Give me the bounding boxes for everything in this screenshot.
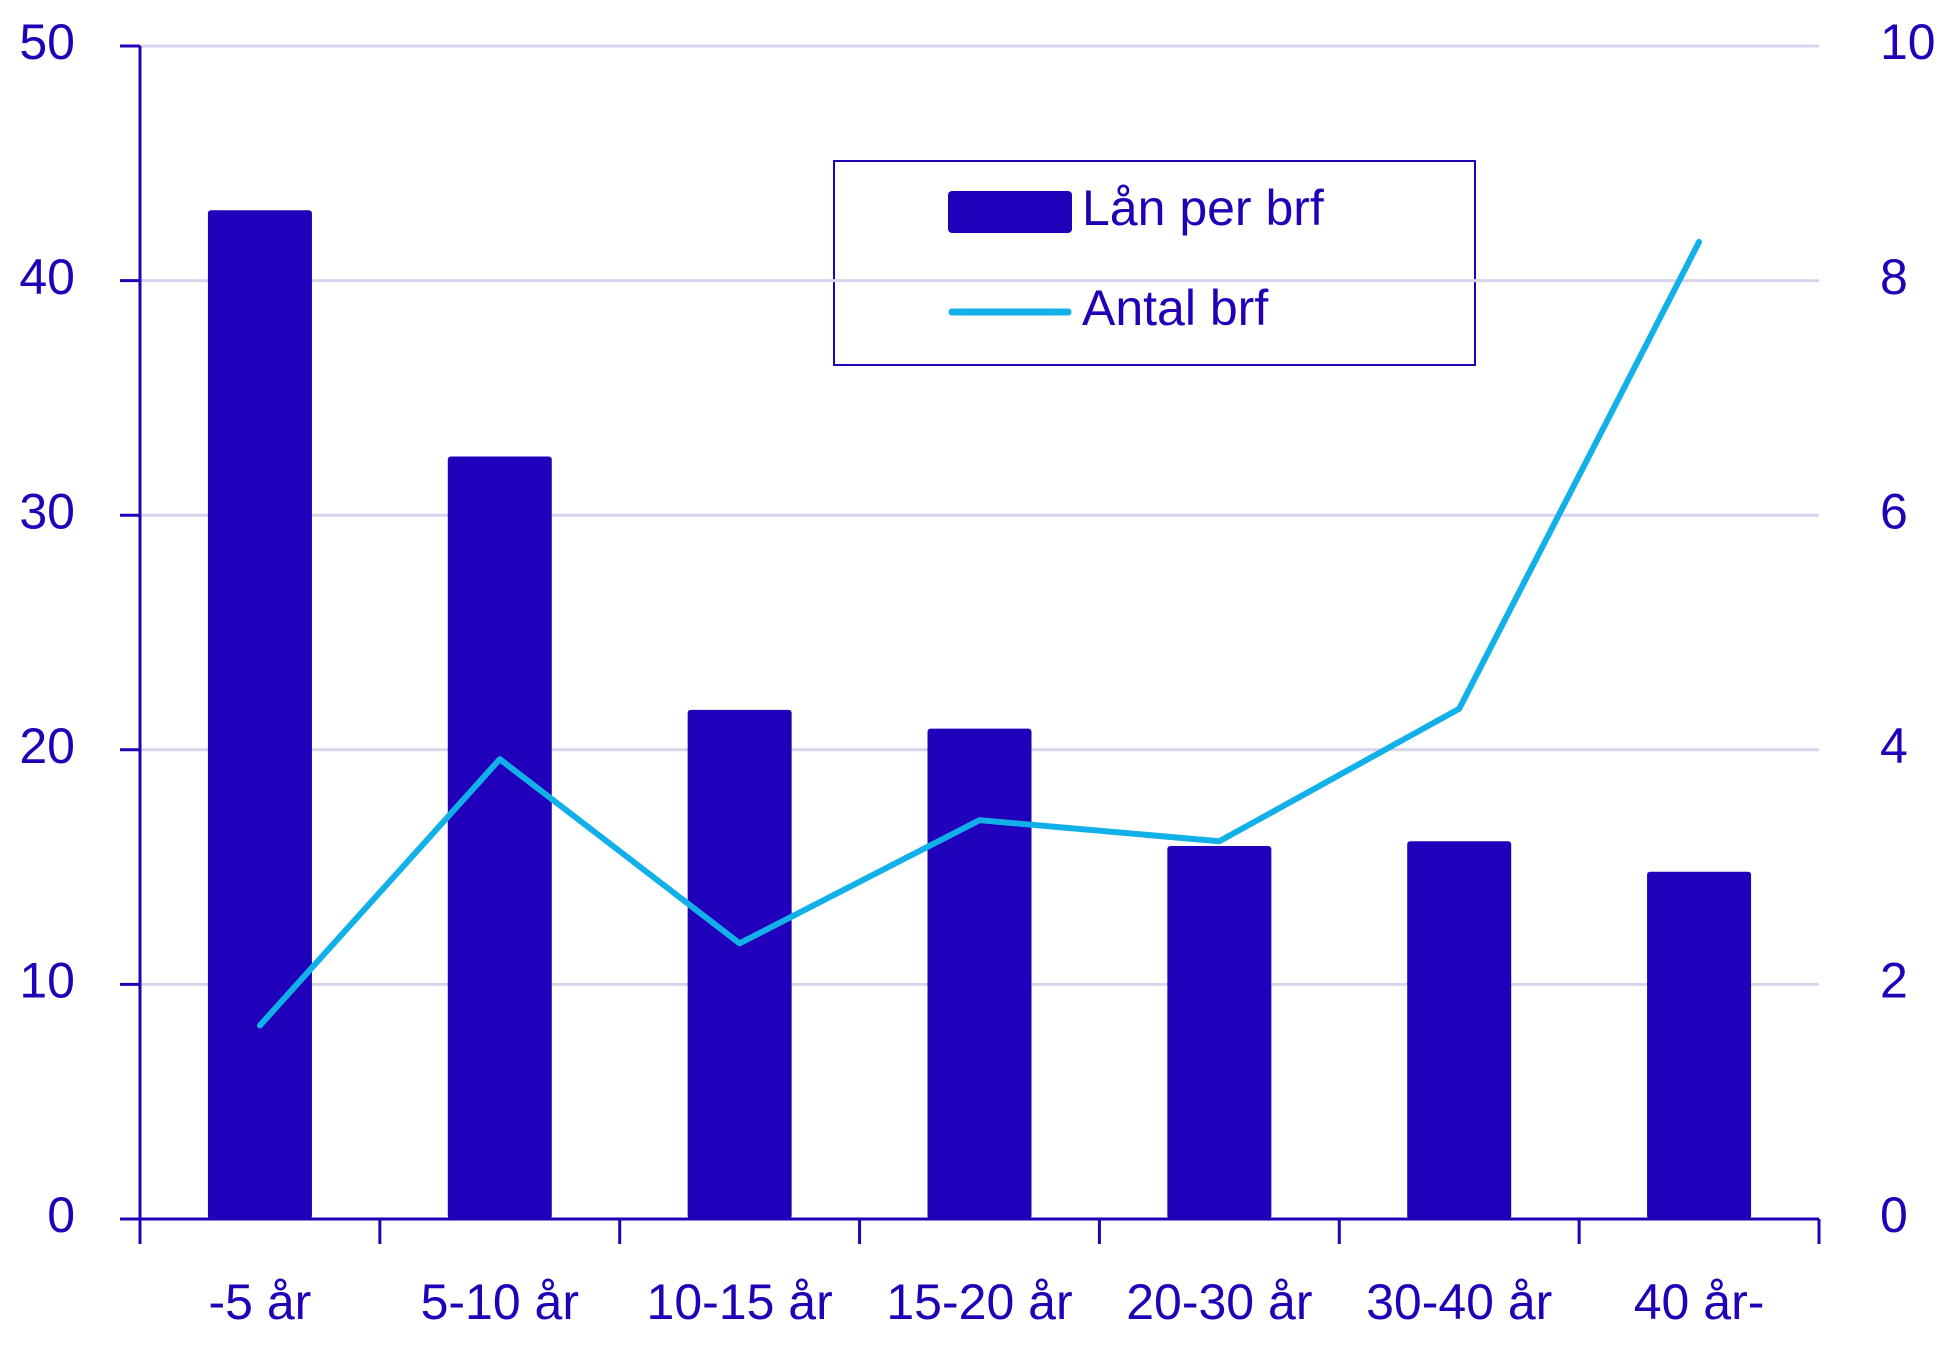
legend-label: Lån per brf <box>1082 180 1324 236</box>
y-tick-label: 20 <box>19 718 75 774</box>
y-tick-label: 0 <box>47 1187 75 1243</box>
line <box>256 238 1703 1029</box>
y2-tick-label: 8 <box>1880 249 1908 305</box>
legend-swatch <box>948 191 1072 233</box>
x-tick-label: 20-30 år <box>1126 1274 1312 1330</box>
y2-tick-label: 0 <box>1880 1187 1908 1243</box>
legend-box <box>833 160 1476 366</box>
y-tick-label: 30 <box>19 483 75 539</box>
x-tick-label: 15-20 år <box>886 1274 1072 1330</box>
bar <box>1647 871 1752 1219</box>
x-tick-label: 5-10 år <box>421 1274 579 1330</box>
bar <box>687 709 792 1219</box>
legend-label: Antal brf <box>1082 280 1268 336</box>
bar <box>1167 845 1272 1219</box>
x-tick-label: 30-40 år <box>1366 1274 1552 1330</box>
y-tick-label: 50 <box>19 14 75 70</box>
x-tick-label: 10-15 år <box>647 1274 833 1330</box>
y-tick-label: 40 <box>19 249 75 305</box>
bar <box>447 456 552 1219</box>
y2-tick-label: 6 <box>1880 483 1908 539</box>
x-tick-label: -5 år <box>209 1274 312 1330</box>
y2-tick-label: 2 <box>1880 953 1908 1009</box>
y-tick-label: 10 <box>19 953 75 1009</box>
bar <box>1407 841 1512 1219</box>
y2-tick-label: 4 <box>1880 718 1908 774</box>
bar <box>927 728 1032 1219</box>
x-tick-label: 40 år- <box>1634 1274 1765 1330</box>
y2-tick-label: 10 <box>1880 14 1936 70</box>
bar <box>207 210 312 1220</box>
